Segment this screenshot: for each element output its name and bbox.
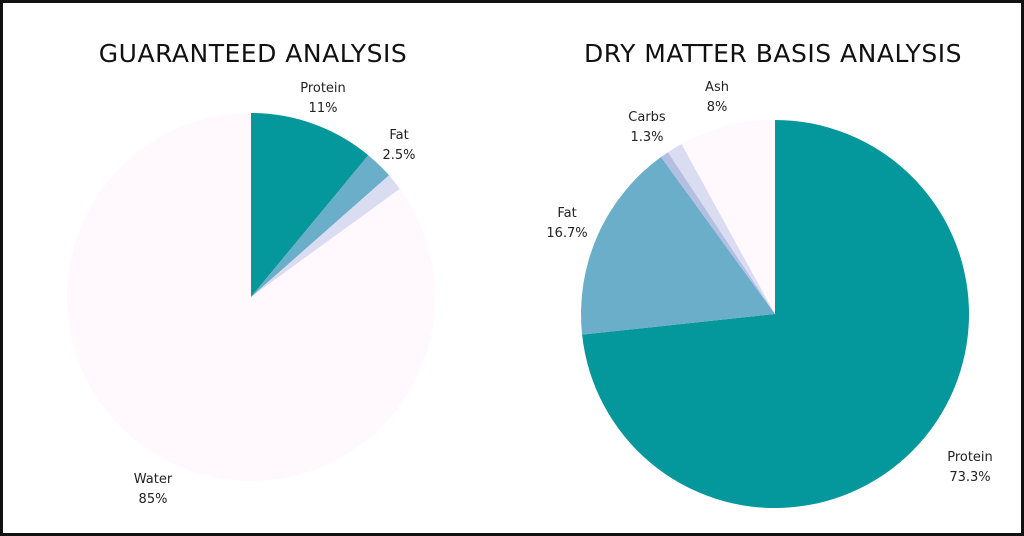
guaranteed-label-fat: Fat	[389, 128, 408, 143]
dry-matter-label-protein: Protein	[947, 450, 993, 465]
guaranteed-value-protein: 11%	[309, 101, 338, 116]
dry-matter-slice-fat	[581, 157, 775, 335]
guaranteed-value-water: 85%	[139, 492, 168, 507]
guaranteed-value-fat: 2.5%	[382, 148, 415, 163]
dry-matter-basis-title: DRY MATTER BASIS ANALYSIS	[584, 39, 962, 68]
dry-matter-value-protein: 73.3%	[949, 470, 990, 485]
dry-matter-value-ash: 8%	[707, 100, 728, 115]
guaranteed-slice-unlabeled-2	[251, 175, 400, 297]
guaranteed-label-protein: Protein	[300, 81, 346, 96]
dry-matter-slice-unlabeled-2	[660, 152, 775, 314]
dry-matter-slice-ash	[681, 120, 775, 314]
guaranteed-slice-protein	[251, 113, 369, 297]
dry-matter-label-ash: Ash	[705, 80, 729, 95]
dry-matter-value-carbs: 1.3%	[630, 130, 663, 145]
guaranteed-slice-water	[66, 113, 435, 481]
dry-matter-slice-carbs	[667, 144, 775, 314]
guaranteed-label-water: Water	[134, 472, 173, 487]
dry-matter-label-fat: Fat	[557, 206, 576, 221]
dry-matter-label-carbs: Carbs	[628, 110, 666, 125]
dry-matter-value-fat: 16.7%	[546, 226, 587, 241]
dry-matter-slice-protein	[582, 120, 970, 508]
guaranteed-analysis-title: GUARANTEED ANALYSIS	[98, 39, 408, 68]
guaranteed-slice-fat	[251, 155, 390, 297]
